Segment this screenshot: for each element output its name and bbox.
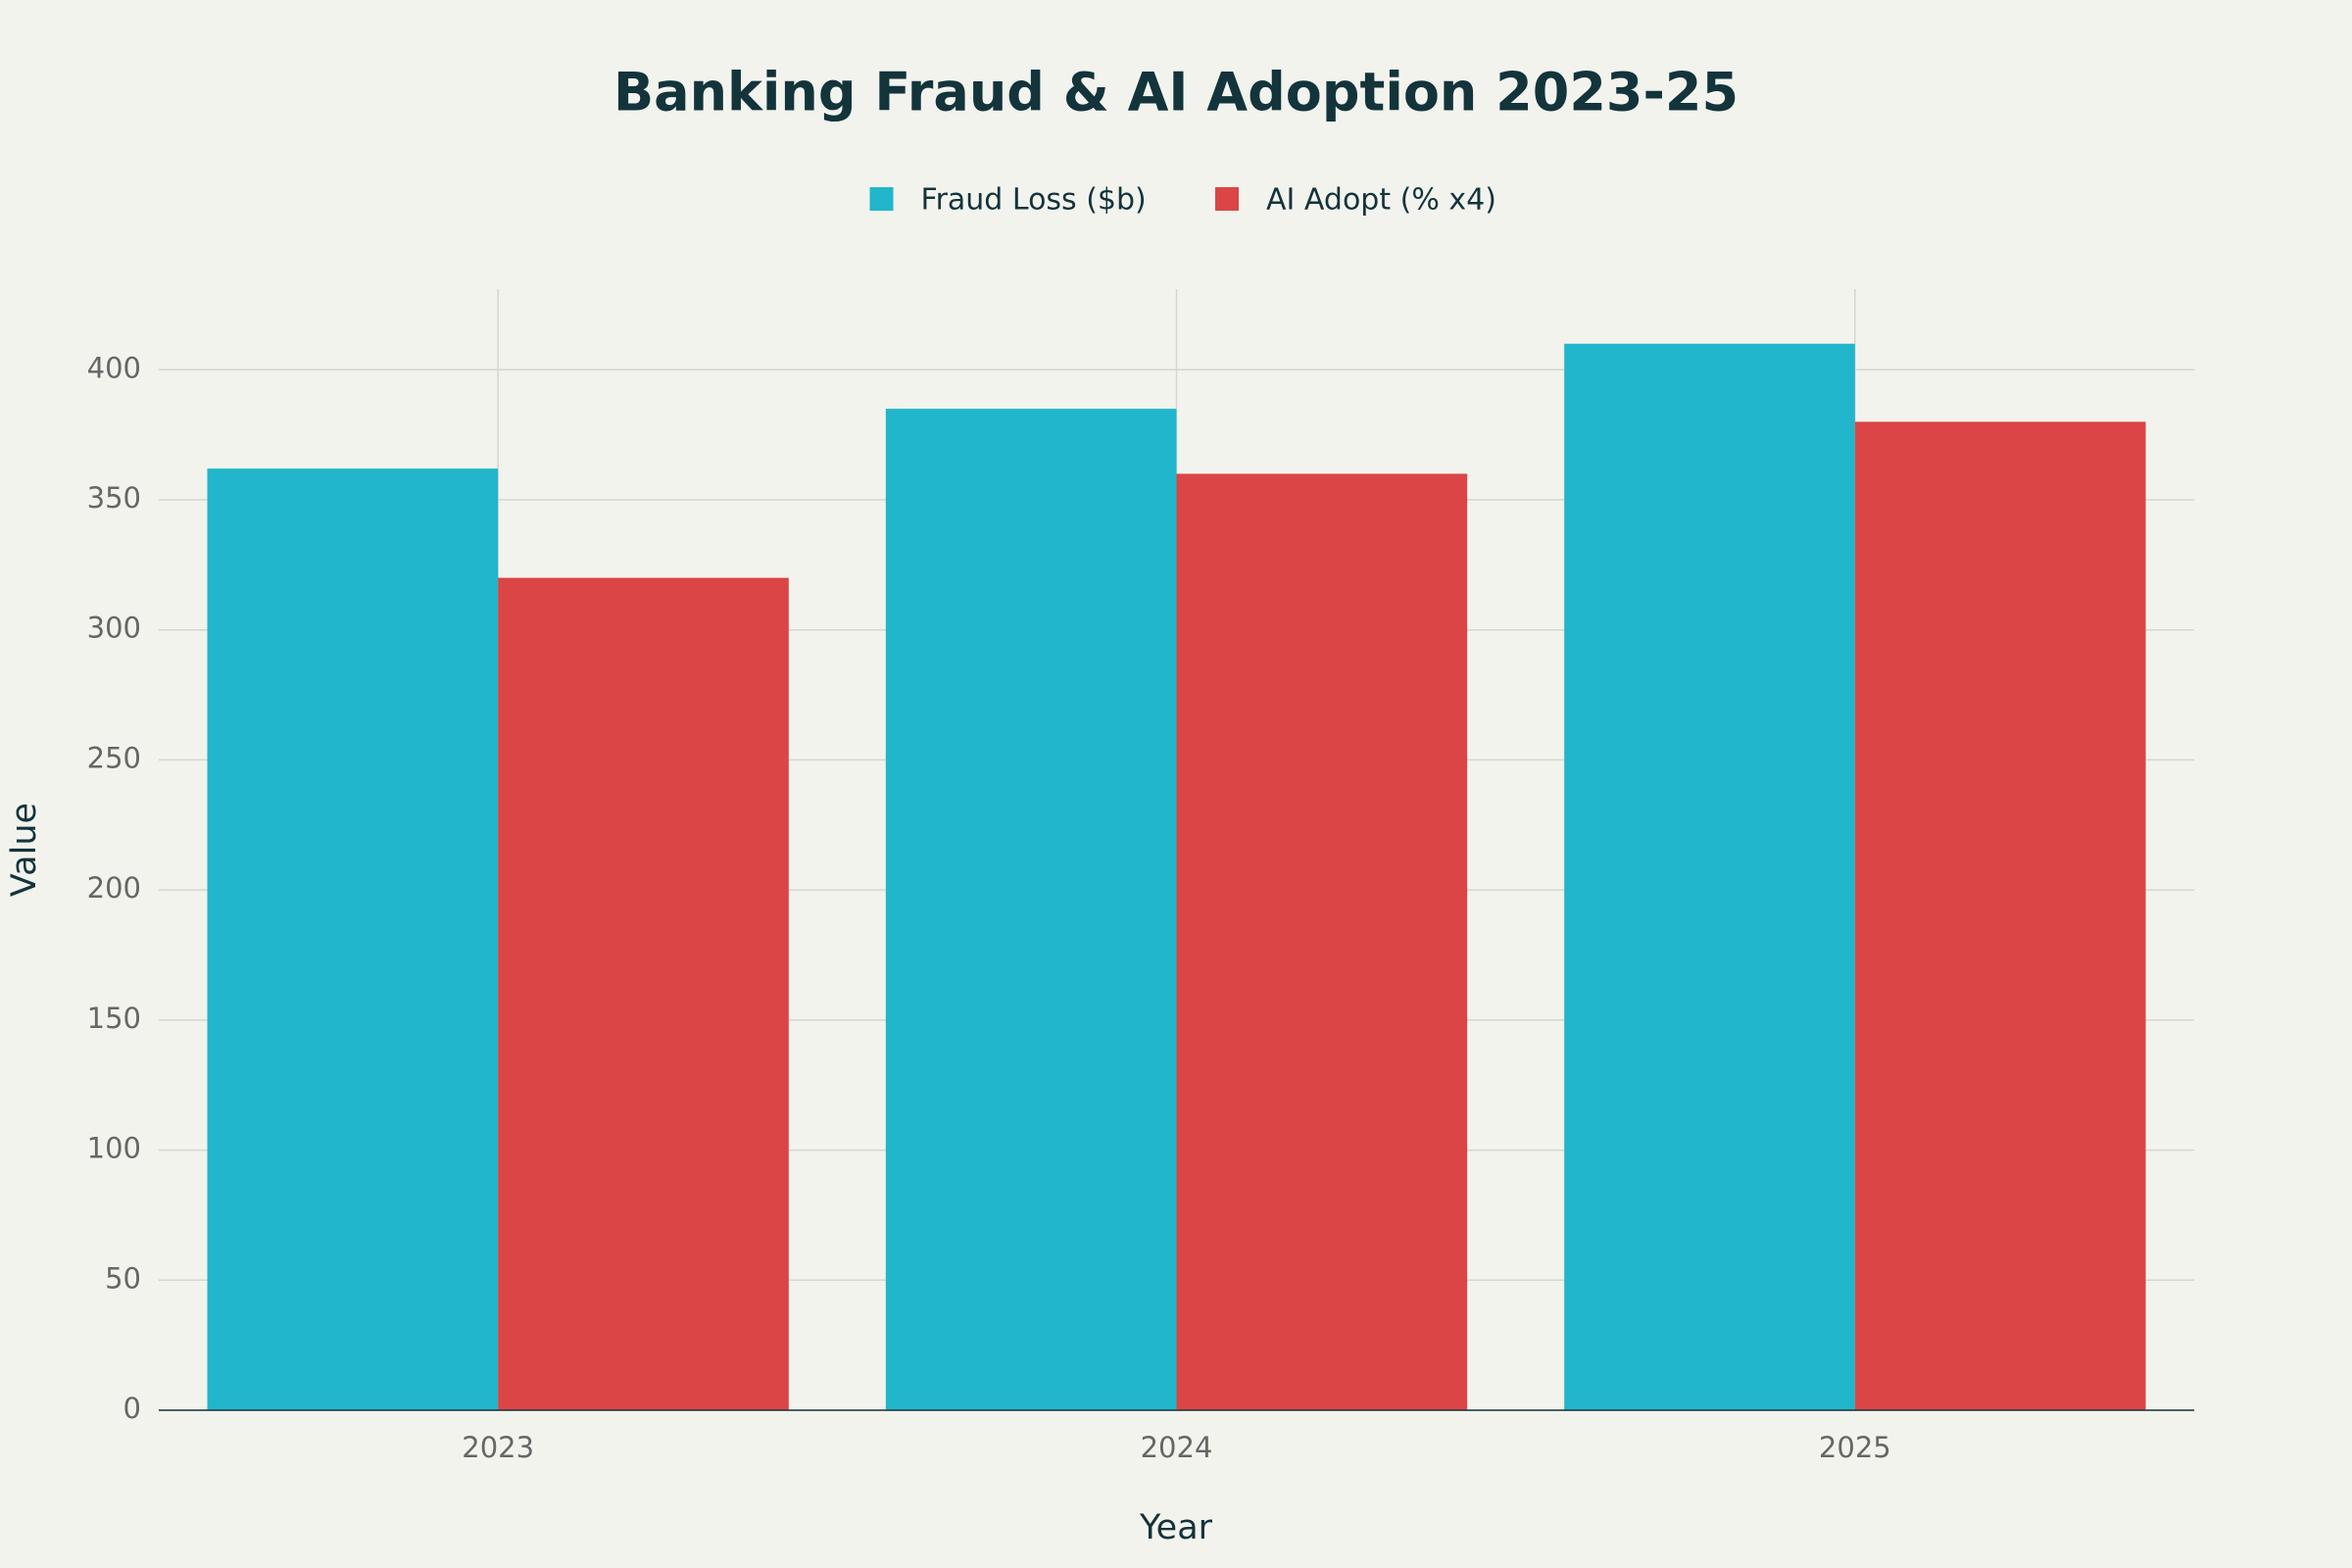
legend-label: Fraud Loss ($b)	[921, 183, 1147, 218]
y-tick-label: 0	[123, 1392, 141, 1425]
y-axis-title: Value	[5, 803, 44, 897]
y-tick-label: 400	[87, 351, 141, 384]
x-axis-title: Year	[1139, 1508, 1213, 1547]
x-tick-label: 2024	[1141, 1431, 1213, 1464]
y-tick-label: 300	[87, 612, 141, 645]
x-tick-label: 2025	[1819, 1431, 1891, 1464]
legend-swatch	[869, 187, 894, 211]
y-tick-label: 150	[87, 1002, 141, 1035]
y-tick-label: 100	[87, 1132, 141, 1165]
bar	[885, 409, 1177, 1411]
y-tick-label: 350	[87, 481, 141, 514]
bar	[207, 468, 499, 1410]
y-tick-label: 200	[87, 871, 141, 905]
bar	[1564, 343, 1855, 1411]
bar	[498, 577, 789, 1410]
chart-title: Banking Fraud & AI Adoption 2023-25	[613, 62, 1739, 123]
y-tick-label: 50	[105, 1261, 141, 1295]
bar	[1176, 473, 1468, 1411]
legend-swatch	[1215, 187, 1239, 211]
x-tick-label: 2023	[462, 1431, 534, 1464]
bar	[1854, 421, 2146, 1410]
y-tick-label: 250	[87, 741, 141, 774]
legend-label: AI Adopt (% x4)	[1266, 183, 1496, 218]
